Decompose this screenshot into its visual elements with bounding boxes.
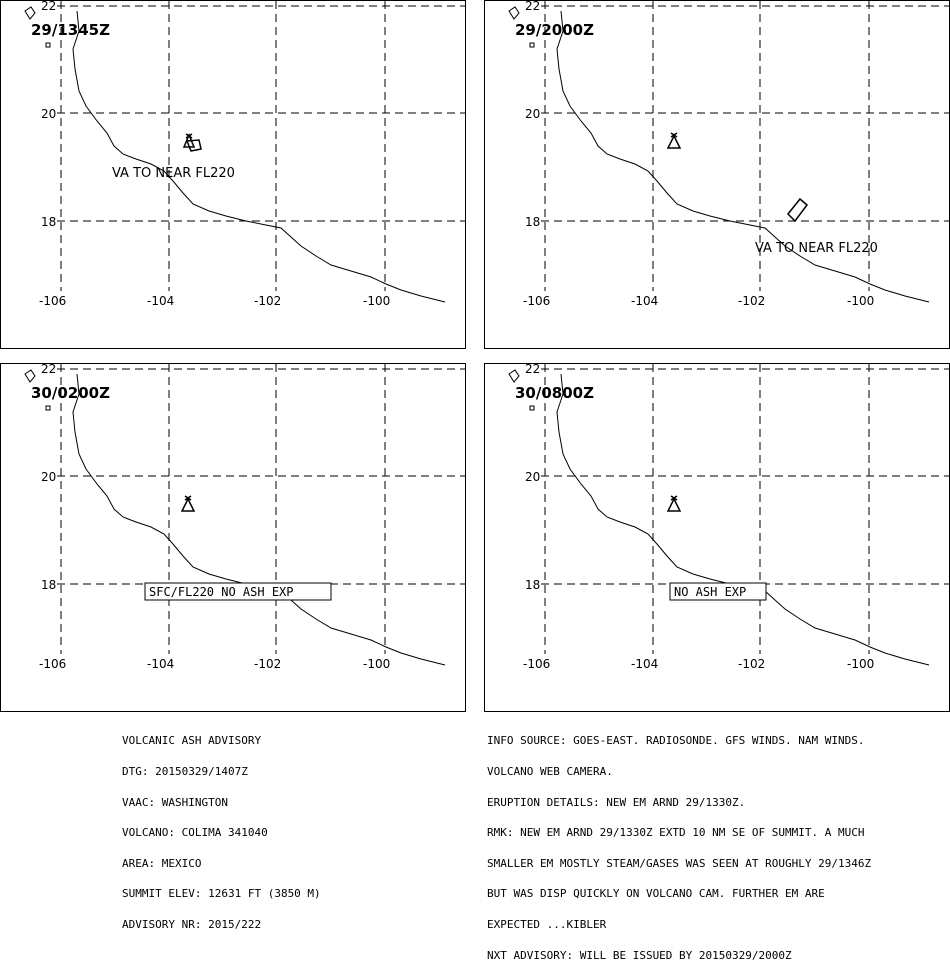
lat-label-22: 22 (525, 1, 540, 13)
lon-label-100: -100 (847, 657, 874, 671)
map-svg: 22 20 18 -106 -104 -102 -100 30/0800Z NO… (508, 364, 949, 671)
map-panel-2: 22 20 18 -106 -104 -102 -100 29/2000Z VA… (484, 0, 950, 349)
advisory-remarks-block: INFO SOURCE: GOES-EAST. RADIOSONDE. GFS … (487, 716, 871, 971)
lon-label-104: -104 (147, 657, 174, 671)
advisory-line: VOLCANO WEB CAMERA. (487, 765, 613, 778)
lat-label-20: 20 (525, 470, 540, 484)
lat-label-22: 22 (525, 364, 540, 376)
lat-label-18: 18 (41, 215, 56, 229)
lat-label-18: 18 (41, 578, 56, 592)
coastline (72, 10, 446, 303)
lat-lon-grid (541, 364, 949, 654)
volcano-icon (182, 133, 202, 152)
island (24, 369, 51, 411)
lat-label-22: 22 (41, 1, 56, 13)
valid-time: 30/0800Z (515, 384, 594, 402)
advisory-line: INFO SOURCE: GOES-EAST. RADIOSONDE. GFS … (487, 734, 865, 748)
lon-label-106: -106 (39, 657, 66, 671)
lat-lon-grid (57, 364, 465, 654)
lon-label-100: -100 (363, 294, 390, 308)
advisory-line: DTG: 20150329/1407Z (122, 765, 248, 778)
lat-label-22: 22 (41, 364, 56, 376)
valid-time: 29/1345Z (31, 21, 110, 39)
volcano-icon (666, 132, 682, 149)
map-panel-4: 22 20 18 -106 -104 -102 -100 30/0800Z NO… (484, 363, 950, 712)
lon-label-102: -102 (254, 657, 281, 671)
advisory-line: ADVISORY NR: 2015/222 (122, 917, 262, 931)
map-svg: 22 20 18 -106 -104 -102 -100 29/1345Z VA… (24, 1, 465, 308)
coastline (72, 373, 446, 666)
lat-label-20: 20 (41, 470, 56, 484)
lat-lon-grid (541, 1, 949, 291)
lon-label-106: -106 (39, 294, 66, 308)
lon-label-104: -104 (147, 294, 174, 308)
coastline (556, 373, 930, 666)
map-svg: 22 20 18 -106 -104 -102 -100 30/0200Z SF… (24, 364, 465, 671)
lat-label-20: 20 (525, 107, 540, 121)
volcano-icon (180, 495, 196, 512)
valid-time: 29/2000Z (515, 21, 594, 39)
annotation-box (144, 582, 332, 601)
advisory-header-block: VOLCANIC ASH ADVISORY DTG: 20150329/1407… (122, 716, 321, 940)
lon-label-102: -102 (254, 294, 281, 308)
island (508, 369, 535, 411)
island (24, 6, 51, 48)
valid-time: 30/0200Z (31, 384, 110, 402)
advisory-line: VAAC: WASHINGTON (122, 795, 228, 809)
lat-label-18: 18 (525, 578, 540, 592)
advisory-line: VOLCANO: COLIMA 341040 (122, 826, 268, 840)
ash-annotation: VA TO NEAR FL220 (755, 241, 878, 256)
ash-annotation: SFC/FL220 NO ASH EXP (149, 585, 294, 599)
lon-label-106: -106 (523, 657, 550, 671)
annotation-box (669, 582, 767, 601)
lat-label-20: 20 (41, 107, 56, 121)
lon-label-102: -102 (738, 657, 765, 671)
map-panel-3: 22 20 18 -106 -104 -102 -100 30/0200Z SF… (0, 363, 466, 712)
ash-annotation: NO ASH EXP (674, 585, 746, 599)
coastline (556, 10, 930, 303)
volcano-icon (666, 495, 682, 512)
advisory-line: ERUPTION DETAILS: NEW EM ARND 29/1330Z. (487, 795, 746, 809)
island (508, 6, 535, 48)
advisory-line: SUMMIT ELEV: 12631 FT (3850 M) (122, 887, 321, 901)
lon-label-106: -106 (523, 294, 550, 308)
advisory-line: NXT ADVISORY: WILL BE ISSUED BY 20150329… (487, 948, 792, 962)
map-panel-1: 22 20 18 -106 -104 -102 -100 29/1345Z VA… (0, 0, 466, 349)
advisory-line: RMK: NEW EM ARND 29/1330Z EXTD 10 NM SE … (487, 826, 865, 840)
advisory-line: BUT WAS DISP QUICKLY ON VOLCANO CAM. FUR… (487, 887, 825, 901)
ash-annotation: VA TO NEAR FL220 (112, 166, 235, 181)
ash-polygon (786, 197, 809, 223)
map-svg: 22 20 18 -106 -104 -102 -100 29/2000Z VA… (508, 1, 949, 308)
lat-lon-grid (57, 1, 465, 291)
lon-label-100: -100 (847, 294, 874, 308)
advisory-line: AREA: MEXICO (122, 856, 202, 870)
advisory-line: VOLCANIC ASH ADVISORY (122, 734, 262, 748)
lat-label-18: 18 (525, 215, 540, 229)
advisory-line: EXPECTED ...KIBLER (487, 917, 607, 931)
lon-label-104: -104 (631, 294, 658, 308)
lon-label-102: -102 (738, 294, 765, 308)
advisory-line: SMALLER EM MOSTLY STEAM/GASES WAS SEEN A… (487, 856, 872, 870)
lon-label-104: -104 (631, 657, 658, 671)
lon-label-100: -100 (363, 657, 390, 671)
